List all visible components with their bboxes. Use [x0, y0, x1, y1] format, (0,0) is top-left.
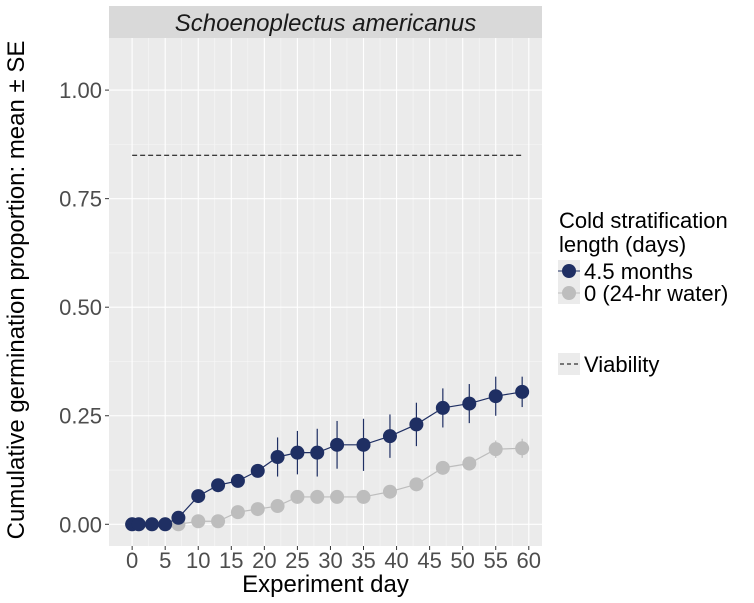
series-light-point — [488, 442, 503, 457]
series-dark-point — [230, 473, 245, 488]
series-dark — [125, 376, 530, 532]
chart-title: Schoenoplectus americanus — [175, 10, 477, 37]
series-light-point — [515, 441, 530, 456]
grid-minor — [109, 38, 542, 546]
y-tick-label: 0.25 — [59, 404, 102, 429]
series-light-point — [191, 514, 206, 529]
legend-title-line2: length (days) — [559, 232, 686, 257]
series-dark-point — [409, 417, 424, 432]
series-dark-point — [382, 429, 397, 444]
series-light-point — [290, 489, 305, 504]
grid-major — [109, 38, 542, 546]
x-tick-label: 20 — [252, 548, 276, 573]
x-tick-label: 25 — [285, 548, 309, 573]
x-tick-label: 15 — [219, 548, 243, 573]
legend-label-light: 0 (24-hr water) — [584, 281, 728, 306]
y-axis: 0.00 0.25 0.50 0.75 1.00 — [59, 78, 109, 537]
legend: Cold stratification length (days) 4.5 mo… — [558, 208, 728, 377]
series-light-point — [230, 505, 245, 520]
series-light-point — [409, 477, 424, 492]
series-dark-point — [488, 389, 503, 404]
y-axis-title: Cumulative germination proportion: mean … — [3, 41, 30, 540]
series-light-point — [435, 460, 450, 475]
x-tick-label: 35 — [351, 548, 375, 573]
legend-label-viability: Viability — [584, 352, 659, 377]
series-light-point — [310, 489, 325, 504]
legend-title-line1: Cold stratification — [559, 208, 728, 233]
series-dark-point — [330, 437, 345, 452]
x-tick-label: 40 — [384, 548, 408, 573]
series-dark-point — [158, 517, 173, 532]
x-tick-label: 55 — [483, 548, 507, 573]
x-tick-label: 60 — [517, 548, 541, 573]
x-tick-label: 5 — [159, 548, 171, 573]
series-dark-point — [310, 445, 325, 460]
series-light-point — [462, 456, 477, 471]
series-dark-point — [270, 449, 285, 464]
strip-background — [109, 6, 542, 38]
series-dark-point — [462, 396, 477, 411]
series-light-point — [356, 489, 371, 504]
series-dark-point — [144, 517, 159, 532]
legend-key-dark-point — [562, 264, 576, 278]
series-dark-point — [250, 463, 265, 478]
legend-key-light-point — [562, 286, 576, 300]
series-dark-point — [290, 445, 305, 460]
series-dark-point — [191, 489, 206, 504]
series-light-point — [250, 502, 265, 517]
series-light-point — [330, 489, 345, 504]
series-light-point — [382, 484, 397, 499]
series-dark-point — [435, 400, 450, 415]
series-light-point — [270, 499, 285, 514]
x-axis: 0 5 10 15 20 25 30 35 40 45 50 55 60 — [126, 546, 541, 573]
series-dark-point — [356, 437, 371, 452]
y-tick-label: 0.50 — [59, 295, 102, 320]
y-tick-label: 0.75 — [59, 187, 102, 212]
x-tick-label: 45 — [417, 548, 441, 573]
series-dark-point — [211, 478, 226, 493]
y-tick-label: 1.00 — [59, 78, 102, 103]
x-axis-title: Experiment day — [242, 571, 409, 598]
x-tick-label: 10 — [186, 548, 210, 573]
y-tick-label: 0.00 — [59, 512, 102, 537]
series-dark-point — [131, 517, 146, 532]
series-light-point — [211, 514, 226, 529]
legend-label-dark: 4.5 months — [584, 259, 693, 284]
series-dark-point — [515, 384, 530, 399]
x-tick-label: 30 — [318, 548, 342, 573]
x-tick-label: 0 — [126, 548, 138, 573]
x-tick-label: 50 — [450, 548, 474, 573]
series-dark-point — [171, 510, 186, 525]
